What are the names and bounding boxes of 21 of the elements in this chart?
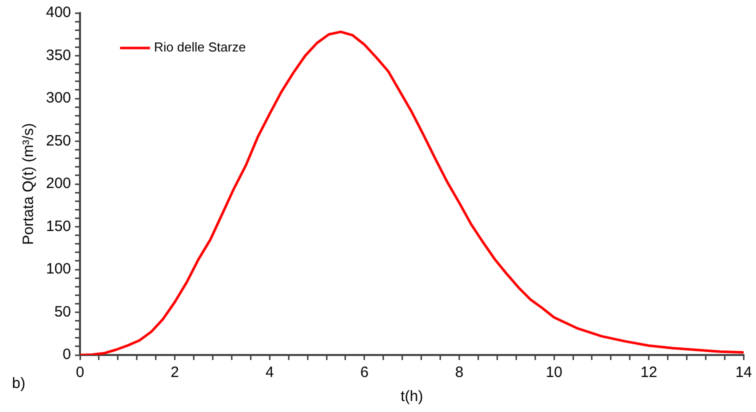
y-tick-label: 0 xyxy=(62,346,72,364)
y-tick-label: 200 xyxy=(46,175,72,192)
legend-label: Rio delle Starze xyxy=(154,40,246,55)
x-axis-title: t(h) xyxy=(400,388,424,406)
y-tick-label: 50 xyxy=(54,303,72,320)
x-tick-label: 6 xyxy=(360,364,369,382)
x-tick-label: 4 xyxy=(265,364,274,382)
x-tick-label: 0 xyxy=(76,364,84,382)
x-tick-label: 12 xyxy=(640,364,658,382)
y-axis-title: Portata Q(t) (m³/s) xyxy=(20,123,38,245)
y-tick-label: 250 xyxy=(46,132,72,150)
y-tick-label: 150 xyxy=(46,218,72,235)
x-tick-label: 14 xyxy=(735,364,752,382)
x-tick-label: 2 xyxy=(170,364,180,382)
x-tick-label: 8 xyxy=(455,364,464,382)
y-tick-label: 100 xyxy=(46,260,72,278)
y-tick-label: 400 xyxy=(46,4,72,22)
x-tick-label: 10 xyxy=(546,364,562,382)
y-tick-label: 300 xyxy=(46,90,72,107)
y-tick-label: 350 xyxy=(46,46,72,64)
text: b) xyxy=(12,375,26,392)
